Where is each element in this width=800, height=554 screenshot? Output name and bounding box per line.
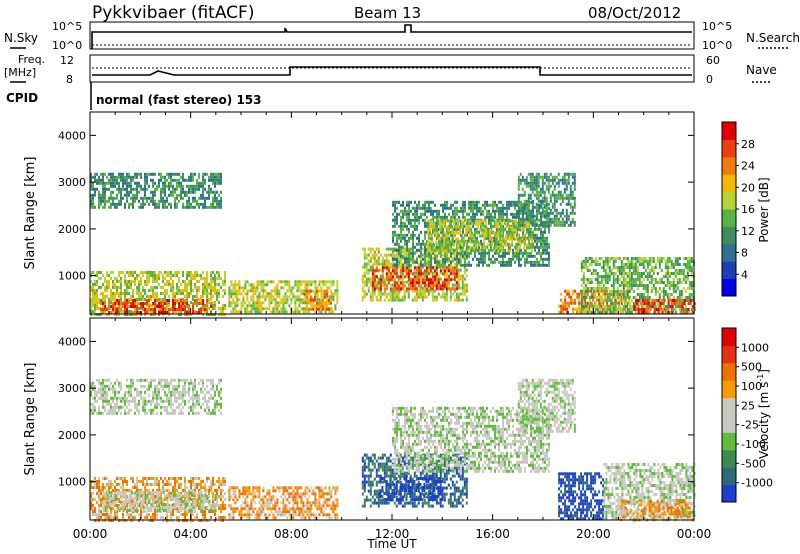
- colorbar-tick-label: 4: [741, 268, 748, 281]
- freq-panel-frame: [89, 54, 695, 83]
- colorbar-swatch: [722, 362, 736, 381]
- y-tick-label: 2000: [58, 223, 86, 236]
- scatter-region: [303, 289, 332, 311]
- freq-tick-top: 12: [60, 54, 74, 67]
- colorbar-frame: [721, 327, 737, 503]
- scatter-region: [517, 172, 576, 227]
- velocity-heatmap: [90, 378, 696, 522]
- colorbar-tick-label: 16: [741, 203, 755, 216]
- x-tick-label: 04:00: [173, 527, 208, 541]
- colorbar-tick-label: 1000: [741, 341, 769, 354]
- nsearch-tick-bottom: 10^0: [702, 39, 732, 52]
- power-colorbar: 28 24 20 16 12 8 4: [721, 121, 755, 297]
- colorbar-swatch: [722, 278, 736, 297]
- nave-tick-bottom: 0: [706, 73, 713, 86]
- x-tick-label: 16:00: [475, 527, 510, 541]
- colorbar-tick-label: 28: [741, 138, 755, 151]
- colorbar-tick-label: -25: [741, 419, 759, 432]
- velocity-ylabel: Slant Range [km]: [23, 363, 38, 476]
- freq-label: Freq.: [18, 53, 45, 66]
- y-tick-label: 4000: [58, 335, 86, 348]
- scatter-region: [427, 219, 534, 253]
- scatter-region: [90, 378, 222, 415]
- colorbar-swatch: [722, 209, 736, 227]
- power-heatmap: [90, 172, 696, 316]
- beam-label: Beam 13: [354, 4, 421, 22]
- cpid-label: CPID: [6, 91, 38, 105]
- power-axis: 4000 3000 2000 1000: [58, 112, 695, 314]
- colorbar-tick-label: 25: [741, 399, 755, 412]
- scatter-region: [558, 472, 605, 521]
- colorbar-swatch: [722, 191, 736, 210]
- x-tick-label: 12:00: [375, 527, 410, 541]
- x-tick-label: 00:00: [677, 527, 712, 541]
- y-tick-label: 1000: [58, 476, 86, 489]
- x-tick-label: 00:00: [73, 527, 108, 541]
- colorbar-tick-label: 20: [741, 181, 755, 194]
- colorbar-swatch: [722, 415, 736, 433]
- colorbar-swatch: [722, 432, 736, 451]
- velocity-axis: 4000 3000 2000 1000 00:00 04:00 08:00 12:00 16:0…: [58, 318, 711, 541]
- scatter-region: [633, 299, 696, 314]
- y-tick-label: 2000: [58, 429, 86, 442]
- colorbar-swatch: [722, 156, 736, 175]
- x-axis-label: Time UT: [366, 537, 417, 551]
- colorbar-swatch: [722, 139, 736, 158]
- colorbar-tick-label: -1000: [741, 477, 773, 490]
- colorbar-swatch: [722, 380, 736, 399]
- nave-label: Nave: [746, 63, 777, 77]
- colorbar-tick-label: -500: [741, 457, 766, 470]
- nsearch-tick-top: 10^5: [702, 20, 732, 33]
- scatter-region: [379, 477, 444, 501]
- scatter-region: [517, 378, 576, 433]
- nsky-label: N.Sky: [4, 31, 38, 45]
- colorbar-swatch: [722, 397, 736, 416]
- y-tick-label: 3000: [58, 176, 86, 189]
- scatter-region: [102, 491, 217, 512]
- nsky-trace: [91, 24, 692, 49]
- y-tick-label: 3000: [58, 382, 86, 395]
- x-tick-label: 20:00: [576, 527, 611, 541]
- colorbar-swatch: [722, 243, 736, 262]
- nave-tick-top: 60: [706, 54, 720, 67]
- colorbar-tick-label: 24: [741, 160, 755, 173]
- velocity-colorbar: 1000 500 100 25 -25 -100 -500 -1000: [721, 327, 773, 503]
- date-label: 08/Oct/2012: [588, 4, 681, 22]
- colorbar-tick-label: 12: [741, 225, 755, 238]
- colorbar-swatch: [722, 226, 736, 245]
- colorbar-tick-label: 100: [741, 380, 762, 393]
- cpid-text: normal (fast stereo) 153: [96, 93, 262, 107]
- x-tick-label: 08:00: [274, 527, 309, 541]
- nsearch-label: N.Search: [746, 31, 800, 45]
- colorbar-swatch: [722, 174, 736, 193]
- station-title: Pykkvibaer (fitACF): [92, 3, 254, 23]
- colorbar-swatch: [722, 467, 736, 486]
- colorbar-tick-label: -100: [741, 438, 766, 451]
- y-tick-label: 1000: [58, 270, 86, 283]
- nsky-tick-top: 10^5: [52, 20, 82, 33]
- scatter-region: [90, 172, 222, 209]
- scatter-region: [100, 299, 213, 314]
- scatter-region: [228, 486, 339, 520]
- power-ylabel: Slant Range [km]: [23, 157, 38, 270]
- nsky-panel-frame: [89, 21, 695, 50]
- colorbar-swatch: [722, 261, 736, 280]
- colorbar-swatch: [722, 449, 736, 468]
- freq-tick-bottom: 8: [66, 73, 73, 86]
- colorbar-tick-label: 500: [741, 361, 762, 374]
- freq-unit-label: [MHz]: [4, 66, 36, 79]
- colorbar-tick-label: 8: [741, 247, 748, 260]
- colorbar-swatch: [722, 345, 736, 364]
- colorbar-swatch: [722, 122, 736, 140]
- freq-trace: [92, 66, 692, 76]
- colorbar-swatch: [722, 484, 736, 503]
- nsky-tick-bottom: 10^0: [52, 39, 82, 52]
- power-colorbar-label: Power [dB]: [757, 177, 771, 242]
- scatter-region: [371, 266, 458, 291]
- colorbar-swatch: [722, 328, 736, 346]
- velocity-colorbar-label: Velocity [m s-1]: [756, 369, 771, 459]
- y-tick-label: 4000: [58, 129, 86, 142]
